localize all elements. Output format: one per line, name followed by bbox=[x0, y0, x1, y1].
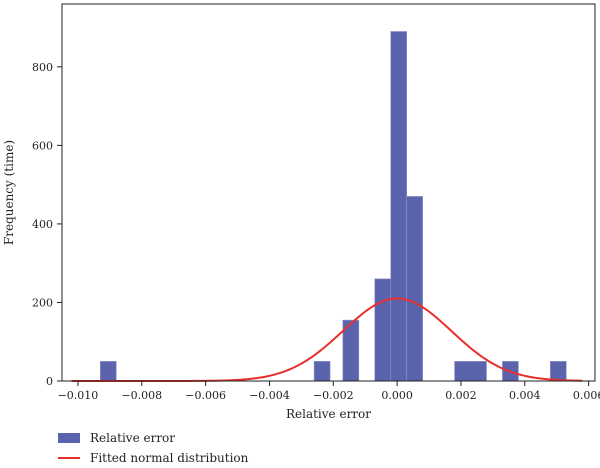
x-tick-label: −0.004 bbox=[249, 389, 290, 402]
histogram-bar bbox=[390, 31, 407, 382]
y-tick-label: 400 bbox=[32, 218, 53, 231]
x-tick-label: −0.002 bbox=[313, 389, 354, 402]
x-tick-label: 0.002 bbox=[445, 389, 477, 402]
histogram-bar bbox=[374, 278, 392, 382]
legend-label-curve: Fitted normal distribution bbox=[90, 451, 249, 465]
x-tick-label: 0.000 bbox=[381, 389, 413, 402]
y-tick-label: 800 bbox=[32, 61, 53, 74]
histogram-bar bbox=[313, 361, 331, 382]
legend-label-histogram: Relative error bbox=[90, 431, 175, 445]
histogram-bars bbox=[99, 31, 567, 382]
plot-frame bbox=[61, 3, 596, 382]
y-tick-label: 600 bbox=[32, 139, 53, 152]
histogram-bar bbox=[99, 361, 117, 382]
y-axis-label: Frequency (time) bbox=[2, 140, 16, 245]
x-tick-label: 0.006 bbox=[573, 389, 600, 402]
x-tick-label: −0.008 bbox=[121, 389, 162, 402]
y-axis-ticks: 0 200 400 600 800 bbox=[32, 61, 62, 388]
x-tick-label: −0.006 bbox=[185, 389, 226, 402]
histogram-bar bbox=[454, 361, 487, 382]
y-tick-label: 200 bbox=[32, 296, 53, 309]
y-tick-label: 0 bbox=[46, 375, 53, 388]
x-tick-label: −0.010 bbox=[58, 389, 99, 402]
histogram-bar bbox=[550, 361, 567, 382]
legend: Relative error Fitted normal distributio… bbox=[58, 431, 249, 465]
histogram-bar bbox=[406, 196, 423, 382]
x-axis-label: Relative error bbox=[286, 407, 371, 421]
x-axis-ticks: −0.010 −0.008 −0.006 −0.004 −0.002 0.000 0.002… bbox=[58, 381, 600, 402]
legend-swatch-histogram bbox=[58, 433, 80, 443]
x-tick-label: 0.004 bbox=[509, 389, 541, 402]
axes bbox=[61, 3, 596, 382]
